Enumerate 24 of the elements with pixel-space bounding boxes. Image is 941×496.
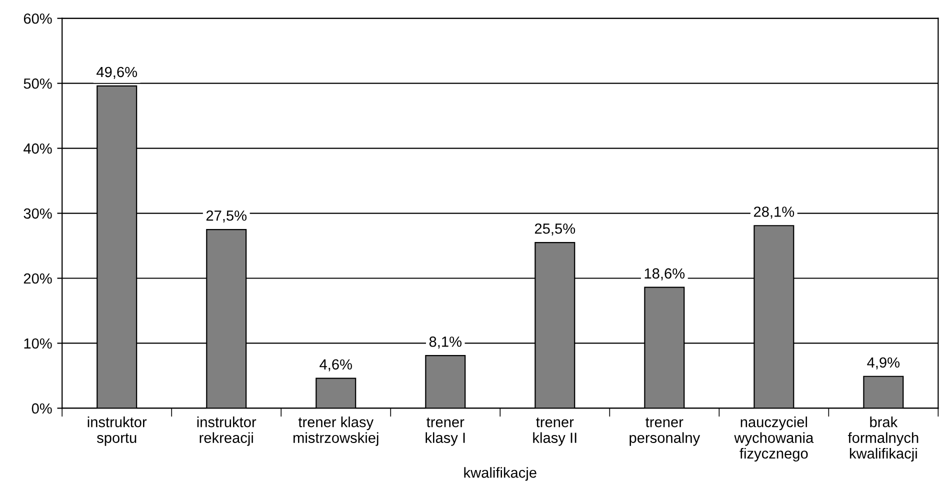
y-tick-label: 60% [24,13,52,24]
data-label: 25,5% [534,223,576,236]
x-tick-label: brak formalnych kwalifikacji [848,416,918,462]
x-tick-label: trener klasy II [533,418,576,446]
y-tick-label: 0% [32,403,52,414]
x-axis-title: kwalifikacje [464,467,536,481]
y-tick-label: 10% [24,338,52,349]
data-label: 4,6% [320,359,352,372]
x-tick-label: trener klasy mistrzowskiej [294,416,378,446]
data-label: 49,6% [96,66,138,79]
data-label: 28,1% [754,206,794,219]
y-tick-label: 30% [24,208,52,219]
data-label: 18,6% [644,268,685,280]
y-tick-label: 50% [24,78,52,89]
x-tick-label: instruktor sportu [88,416,147,446]
data-label: 8,1% [429,336,462,349]
x-tick-label: trener klasy I [426,418,465,446]
y-tick-label: 40% [24,143,52,154]
x-tick-label: trener personalny [630,418,700,446]
x-tick-label: instruktor rekreacji [197,416,256,446]
x-tick-label: nauczyciel wychowania fizycznego [734,416,814,462]
y-tick-label: 20% [24,273,52,284]
data-label: 4,9% [867,357,900,370]
data-label: 27,5% [206,210,247,223]
